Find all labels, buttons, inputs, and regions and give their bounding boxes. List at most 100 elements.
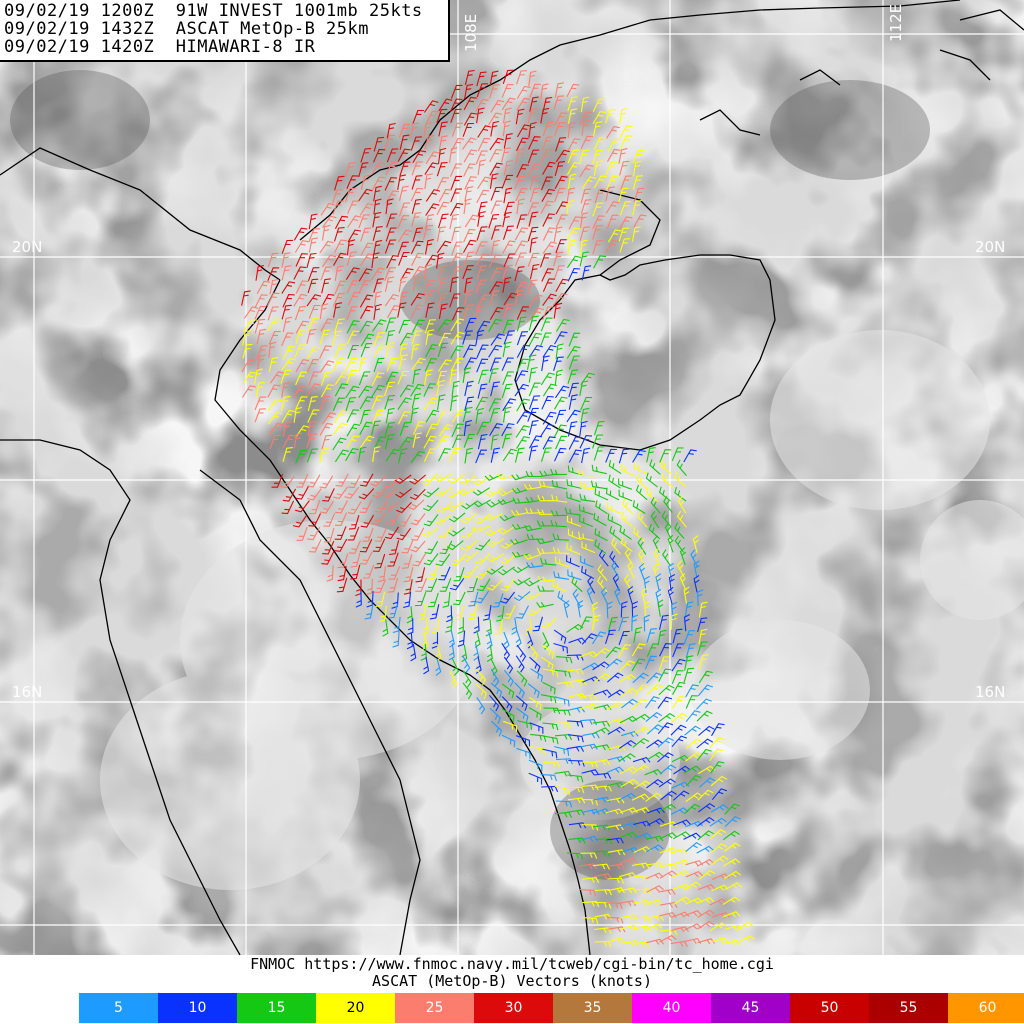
wind-barb — [373, 332, 385, 347]
wind-barb — [373, 185, 382, 202]
wind-barb — [667, 534, 674, 553]
wind-barb — [722, 896, 740, 905]
wind-barb — [618, 792, 637, 801]
wind-barb — [619, 108, 628, 124]
wind-barb — [373, 136, 384, 152]
wind-barb — [591, 614, 601, 631]
wind-barb — [542, 306, 554, 321]
wind-barb — [374, 553, 386, 569]
wind-barb — [657, 737, 674, 748]
wind-barb — [685, 870, 704, 878]
wind-barb — [592, 720, 611, 727]
wind-barb — [672, 695, 686, 709]
wind-barb — [606, 175, 619, 190]
wind-barb — [488, 344, 503, 358]
wind-barb — [403, 592, 412, 609]
wind-barb — [554, 396, 568, 410]
wind-barb — [464, 447, 474, 464]
wind-barb — [321, 434, 332, 450]
wind-barb — [606, 601, 613, 619]
wind-barb — [645, 835, 664, 842]
wind-barb — [698, 803, 716, 813]
header-line-storm: 09/02/19 1200Z 91W INVEST 1001mb 25kts — [4, 1, 423, 21]
wind-barb — [635, 484, 648, 501]
wind-barb — [398, 185, 409, 201]
wind-barb — [593, 255, 607, 269]
wind-barb — [652, 562, 660, 581]
wind-barb — [608, 474, 621, 489]
wind-barb — [255, 381, 265, 398]
wind-barb — [295, 253, 308, 267]
wind-barb — [696, 896, 715, 904]
wind-barb — [632, 737, 650, 748]
wind-barb — [372, 176, 386, 190]
wind-barb — [296, 526, 308, 541]
wind-barb — [541, 355, 550, 372]
wind-barb — [555, 800, 573, 808]
wind-barb — [579, 694, 598, 701]
wind-barb — [371, 512, 386, 526]
wind-barb — [427, 564, 439, 580]
legend-swatch-30: 30 — [474, 993, 553, 1023]
wind-barb — [671, 754, 690, 763]
wind-barb — [710, 775, 728, 787]
wind-barb — [709, 922, 728, 932]
wind-barb — [501, 683, 515, 699]
wind-barb — [709, 817, 727, 827]
satellite-map: 20N 20N 16N 16N 108E 112E 09/02/19 1200Z… — [0, 0, 1024, 955]
wind-barb — [540, 332, 552, 347]
legend-label-35: 35 — [583, 1000, 602, 1016]
wind-barb — [511, 474, 529, 481]
wind-barb — [579, 149, 590, 165]
wind-barb — [580, 743, 598, 750]
wind-barb — [514, 266, 525, 282]
wind-barb — [696, 698, 712, 710]
wind-barb — [696, 641, 708, 656]
wind-barb — [490, 186, 503, 201]
wind-barb — [358, 188, 373, 202]
wind-barb — [425, 344, 439, 358]
wind-barb — [540, 557, 557, 566]
wind-barb — [529, 307, 545, 321]
wind-barb — [543, 761, 561, 768]
wind-barb — [679, 547, 687, 565]
wind-barb — [722, 830, 740, 841]
wind-barb — [620, 601, 628, 618]
wind-barb — [485, 513, 503, 521]
bright-clouds — [100, 330, 1024, 890]
wind-barb — [344, 486, 360, 499]
wind-barb — [646, 938, 664, 945]
wind-barb — [434, 487, 452, 497]
wind-barb — [411, 198, 422, 214]
wind-barb — [432, 617, 440, 634]
wind-barb — [587, 576, 596, 594]
wind-barb — [605, 186, 616, 202]
wind-barb — [397, 241, 409, 256]
wind-barb — [334, 318, 345, 334]
wind-barb — [320, 329, 331, 345]
wind-barb — [463, 149, 478, 163]
wind-barb — [321, 224, 331, 241]
wind-barb — [307, 527, 321, 541]
wind-barb — [537, 576, 556, 583]
wind-barb — [683, 803, 701, 815]
wind-barb — [395, 488, 412, 498]
wind-barb — [267, 398, 282, 412]
wind-barb — [579, 889, 597, 897]
wind-barb — [501, 642, 511, 661]
wind-barb — [399, 384, 414, 398]
wind-barb — [453, 567, 465, 582]
wind-barb — [593, 160, 603, 176]
wind-barb — [515, 148, 525, 164]
wind-barb — [645, 872, 664, 880]
wind-barb — [475, 449, 488, 464]
wind-barb — [577, 600, 584, 618]
wind-barb — [632, 756, 651, 764]
wind-barb — [412, 421, 426, 435]
wind-barb — [345, 267, 360, 280]
footer-source-url: FNMOC https://www.fnmoc.navy.mil/tcweb/c… — [250, 955, 774, 973]
legend-swatch-60: 60 — [948, 993, 1024, 1023]
wind-barb — [308, 304, 321, 319]
wind-barb — [684, 655, 694, 671]
wind-barb — [358, 488, 375, 500]
